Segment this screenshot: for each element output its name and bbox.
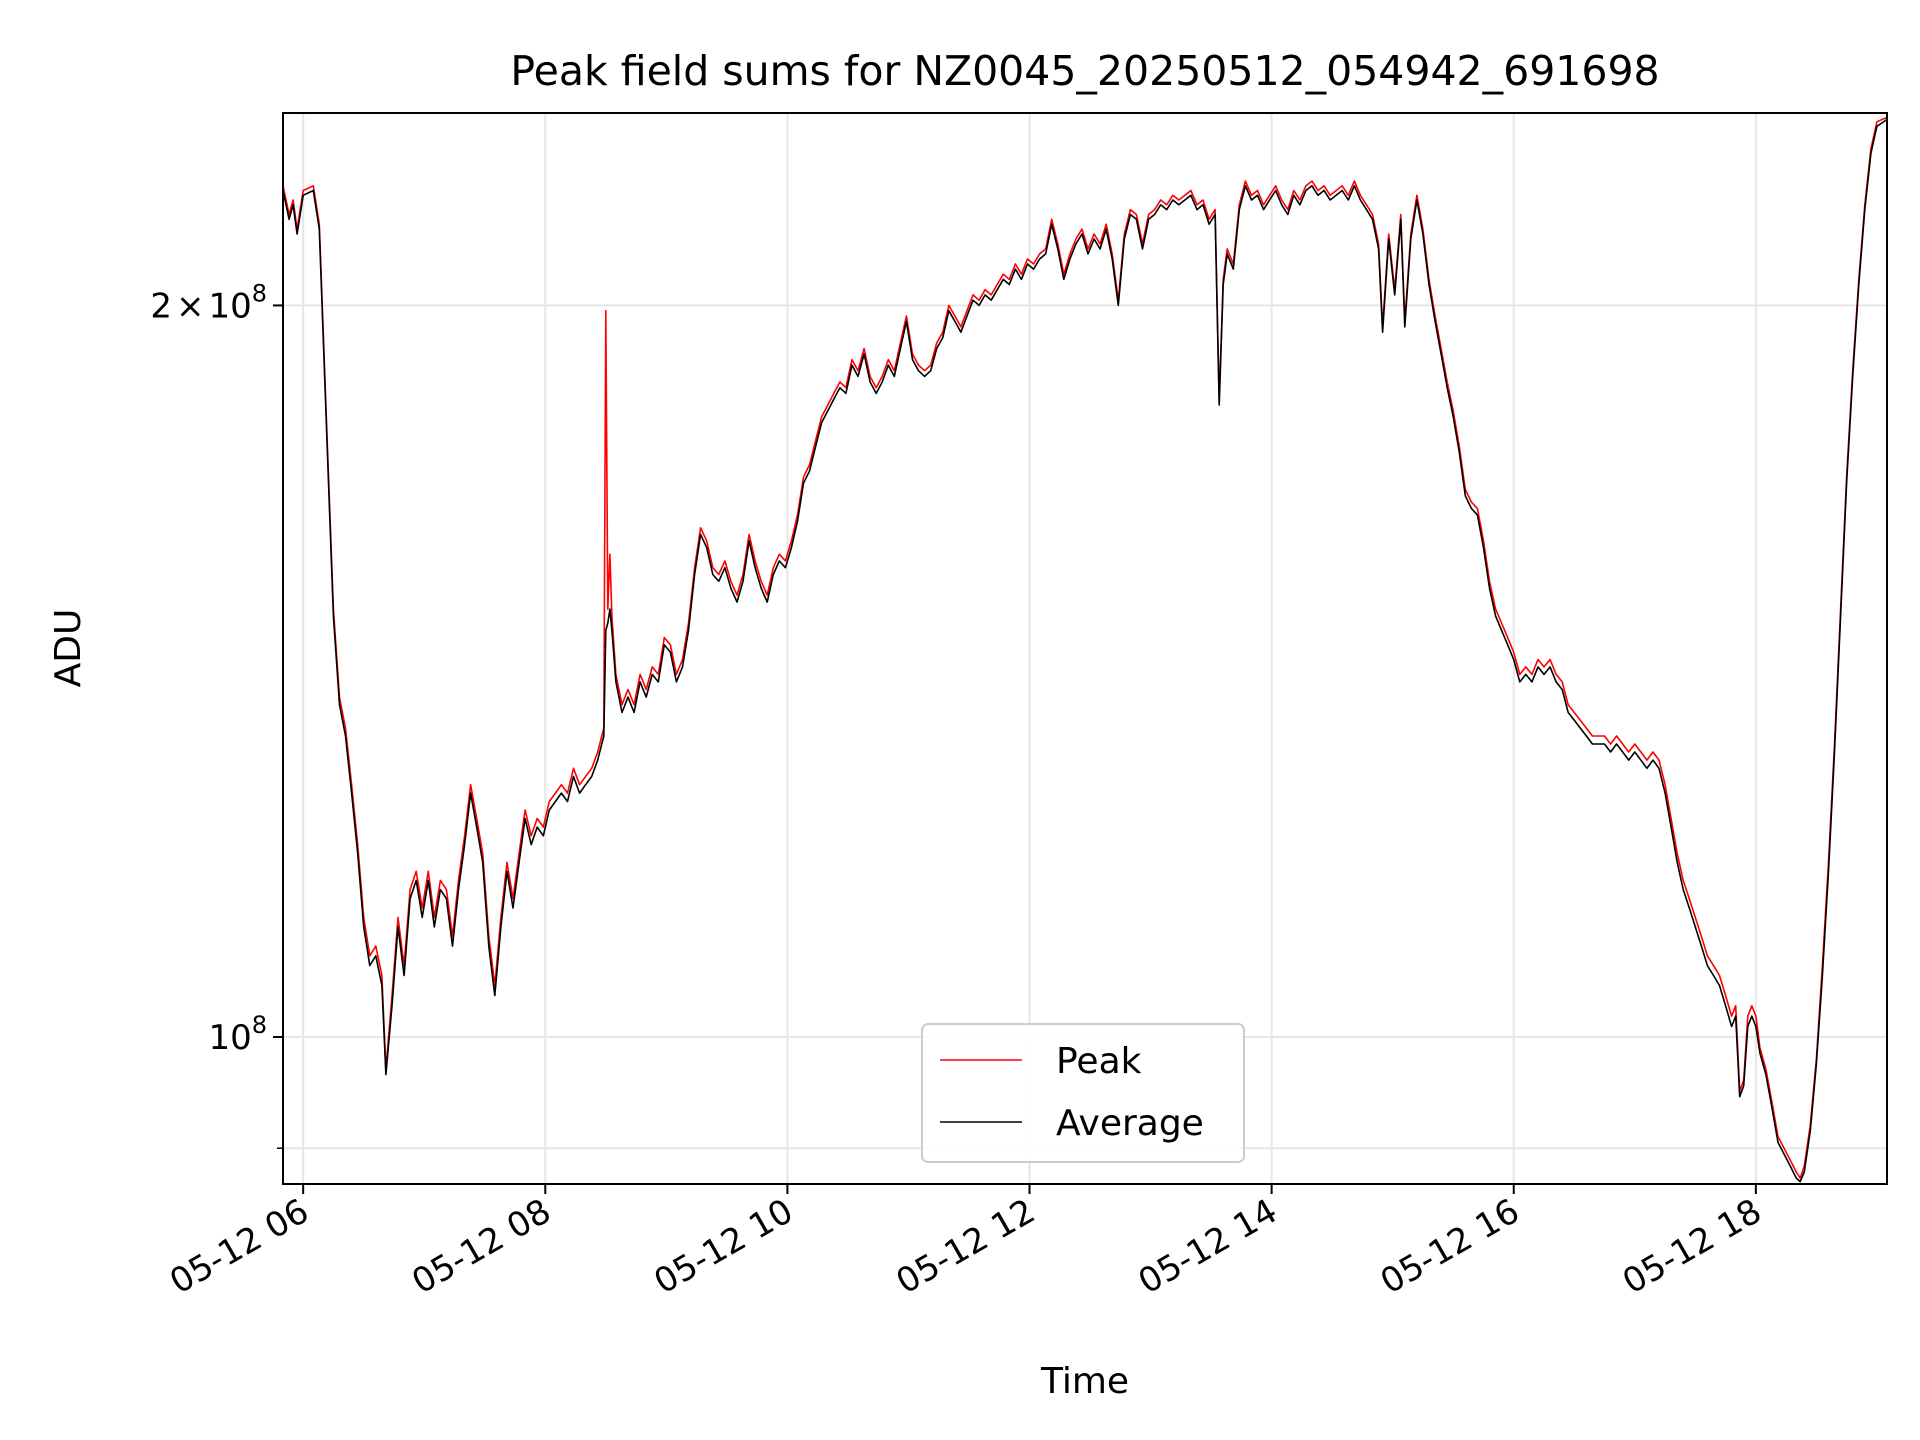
y-tick-base: 10 — [208, 286, 251, 326]
y-tick-mantissa: 2 — [150, 286, 172, 326]
y-tick-label: 108 — [208, 1011, 267, 1058]
y-tick-exponent: 8 — [252, 1011, 267, 1039]
series-lines — [283, 116, 1887, 1183]
series-line-average — [283, 118, 1887, 1183]
series-line-peak — [283, 116, 1887, 1179]
y-axis-label: ADU — [48, 609, 89, 688]
x-axis-label: Time — [1040, 1361, 1129, 1402]
legend-label-average: Average — [1056, 1103, 1204, 1144]
y-tick-times: × — [176, 286, 205, 326]
chart-title: Peak field sums for NZ0045_20250512_0549… — [510, 47, 1659, 95]
legend-box — [921, 1023, 1245, 1163]
y-tick-label: 2 × 108 — [150, 279, 267, 326]
legend: Peak Average — [921, 1023, 1245, 1163]
y-tick-exponent: 8 — [252, 279, 267, 307]
legend-label-peak: Peak — [1056, 1041, 1142, 1082]
y-tick-base: 10 — [208, 1018, 251, 1058]
plot-frame — [282, 112, 1888, 1185]
